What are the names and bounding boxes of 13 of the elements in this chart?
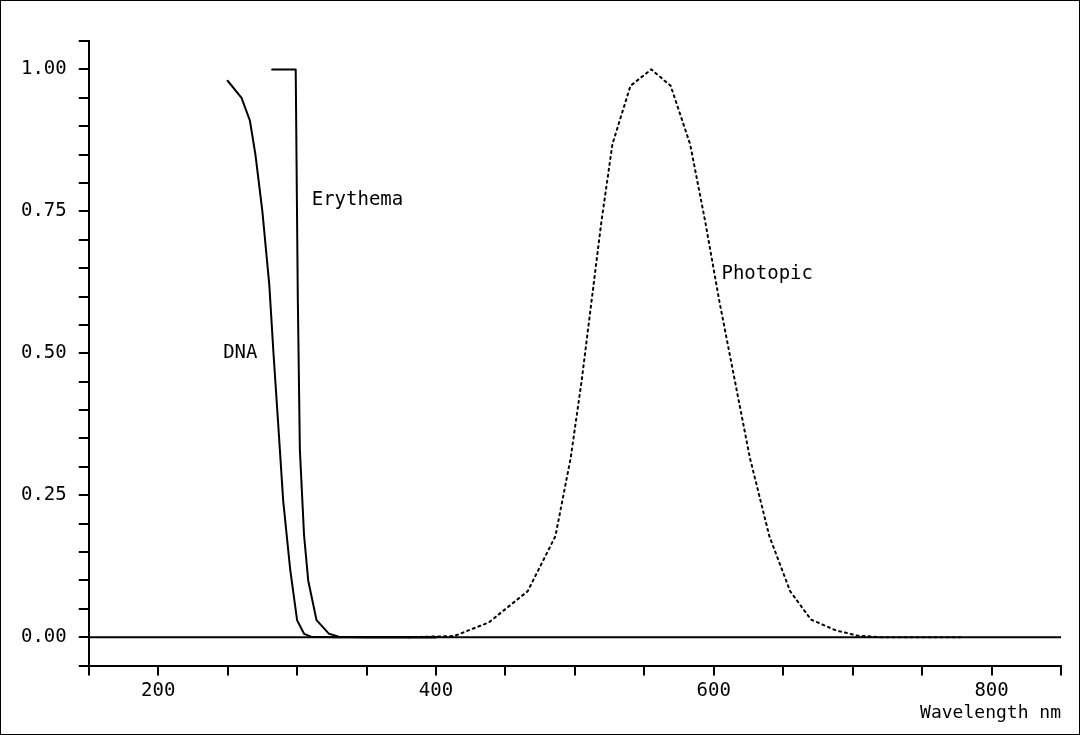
y-tick-label: 0.25 bbox=[20, 482, 67, 505]
series-label: Erythema bbox=[311, 186, 404, 209]
x-axis-title: Wavelength nm bbox=[920, 700, 1061, 722]
y-tick-label: 0.75 bbox=[20, 198, 67, 221]
x-tick-label: 800 bbox=[974, 677, 1009, 700]
x-tick-label: 400 bbox=[418, 677, 454, 700]
y-tick-label: 1.00 bbox=[20, 56, 67, 79]
x-tick-label: 600 bbox=[696, 677, 731, 700]
y-tick-label: 0.00 bbox=[20, 624, 67, 647]
series-label: Photopic bbox=[721, 260, 813, 283]
y-tick-label: 0.50 bbox=[20, 340, 67, 363]
series-label: DNA bbox=[223, 340, 259, 363]
x-tick-label: 200 bbox=[141, 677, 176, 700]
